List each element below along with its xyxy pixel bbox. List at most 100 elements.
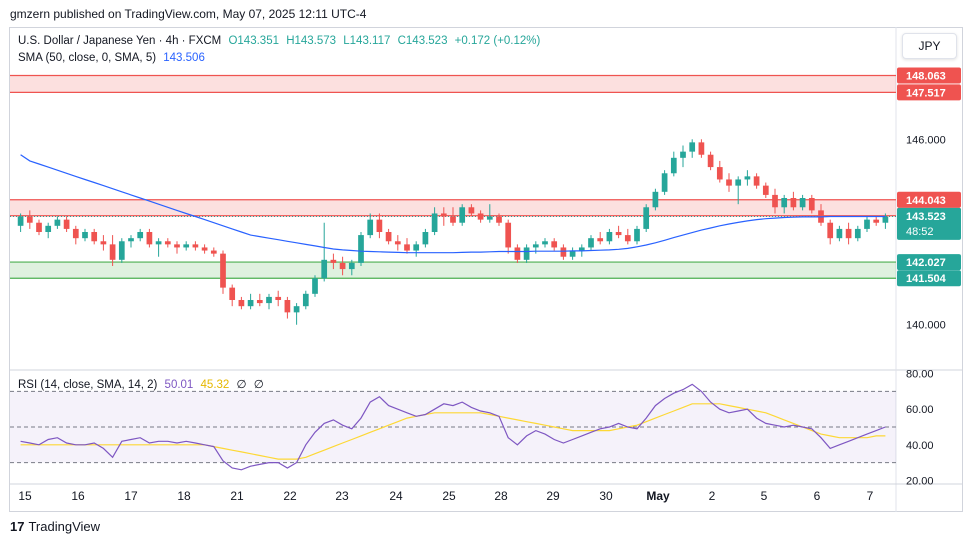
candle-body	[781, 198, 788, 208]
time-tick-label: 2	[709, 489, 716, 503]
candle-body	[827, 222, 834, 239]
candle-body	[505, 222, 512, 248]
time-tick-label: 24	[389, 489, 403, 503]
candle-body	[615, 232, 622, 236]
candle-body	[36, 222, 42, 232]
zone-support	[10, 262, 896, 279]
candle-body	[486, 216, 493, 220]
candle-body	[726, 179, 732, 186]
candle-body	[293, 306, 300, 313]
candle-body	[330, 259, 337, 263]
ohlc-legend: U.S. Dollar / Japanese Yen · 4h · FXCM O…	[18, 35, 544, 47]
candle-body	[54, 219, 61, 226]
time-tick-label: 22	[283, 489, 297, 503]
candle-body	[652, 191, 659, 208]
candle-body	[394, 241, 401, 245]
time-tick-label: May	[646, 489, 670, 503]
price-label: 141.504	[906, 273, 947, 285]
candle-body	[109, 244, 116, 260]
candle-body	[799, 198, 806, 208]
candle-body	[523, 247, 530, 260]
candle-body	[864, 219, 870, 229]
rsi-tick-label: 60.00	[906, 404, 934, 416]
candle-body	[137, 232, 144, 239]
candle-body	[744, 176, 751, 180]
candle-body	[772, 194, 778, 208]
candle-body	[312, 278, 318, 294]
candle-body	[808, 198, 815, 211]
candle-body	[450, 216, 456, 223]
sma-value: 143.506	[163, 52, 205, 64]
candle-body	[873, 219, 880, 223]
rsi-tick-label: 20.00	[906, 475, 934, 487]
price-label: 143.523	[906, 211, 946, 223]
time-tick-label: 21	[230, 489, 244, 503]
candle-body	[146, 232, 153, 245]
candle-body	[762, 185, 769, 195]
rsi-tick-label: 40.00	[906, 440, 934, 452]
candle-body	[606, 232, 613, 242]
time-tick-label: 15	[18, 489, 32, 503]
time-tick-label: 29	[546, 489, 560, 503]
currency-button[interactable]: JPY	[902, 33, 957, 59]
candle-body	[91, 232, 98, 242]
price-label-box	[897, 191, 961, 208]
price-label: 142.027	[906, 257, 946, 269]
candle-body	[588, 238, 594, 248]
candle-body	[707, 154, 714, 168]
time-tick-label: 18	[177, 489, 191, 503]
candle-body	[26, 216, 33, 223]
candle-body	[128, 238, 134, 242]
candle-body	[247, 300, 254, 307]
candle-body	[560, 247, 567, 257]
price-label-box	[897, 84, 961, 101]
candle-body	[266, 296, 272, 304]
candle-body	[578, 247, 585, 251]
time-tick-label: 6	[814, 489, 821, 503]
rsi-value: 50.01	[164, 379, 194, 391]
candle-body	[174, 244, 180, 248]
candle-body	[643, 207, 650, 229]
time-tick-label: 5	[761, 489, 768, 503]
tradingview-logo-icon: 17	[10, 519, 25, 534]
candle-body	[422, 232, 429, 245]
candle-body	[790, 198, 797, 208]
candle-body	[634, 228, 640, 242]
candle-body	[845, 228, 852, 239]
candle-body	[229, 287, 236, 300]
candle-body	[404, 244, 410, 251]
rsi-extra-2: ∅	[253, 379, 264, 391]
price-label-box	[897, 207, 961, 240]
footer-brand: 17 TradingView	[10, 519, 100, 534]
candle-body	[698, 142, 705, 155]
change-value: +0.172 (+0.12%)	[454, 35, 541, 47]
time-tick-label: 17	[124, 489, 138, 503]
time-tick-label: 16	[71, 489, 85, 503]
candle-body	[302, 293, 309, 307]
candle-body	[431, 213, 438, 232]
symbol-label: U.S. Dollar / Japanese Yen · 4h · FXCM	[18, 35, 222, 47]
candle-body	[321, 259, 328, 279]
candle-body	[210, 250, 217, 254]
time-tick-label: 23	[335, 489, 349, 503]
candle-body	[45, 225, 52, 232]
rsi-extra-1: ∅	[236, 379, 247, 391]
candle-body	[836, 228, 843, 239]
candle-body	[542, 241, 548, 245]
zone-resistance-upper	[10, 75, 896, 93]
candle-body	[735, 179, 742, 186]
time-tick-label: 30	[599, 489, 613, 503]
candle-body	[854, 228, 861, 239]
candle-body	[753, 176, 760, 186]
time-tick-label: 28	[494, 489, 508, 503]
rsi-tick-label: 80.00	[906, 369, 934, 381]
candle-body	[238, 300, 245, 307]
price-label: 148.063	[906, 71, 946, 83]
rsi-label: RSI (14, close, SMA, 14, 2)	[18, 379, 158, 391]
candle-body	[680, 151, 686, 158]
candle-body	[100, 241, 107, 245]
candle-body	[82, 232, 88, 239]
price-label: 144.043	[906, 195, 946, 207]
candle-body	[220, 253, 226, 288]
